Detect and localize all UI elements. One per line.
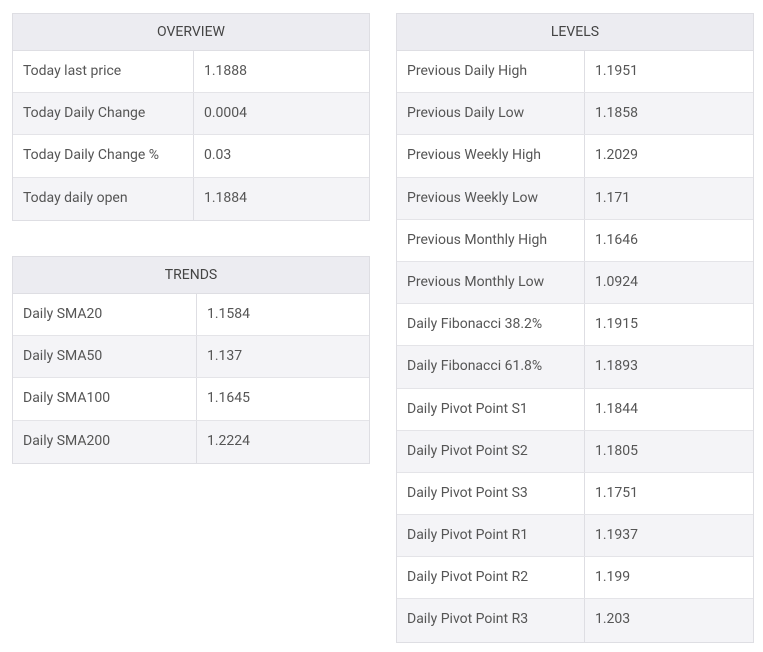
table-row: Previous Weekly High 1.2029 — [397, 135, 753, 178]
row-label: Previous Daily High — [397, 51, 585, 93]
levels-table: LEVELS Previous Daily High 1.1951 Previous … — [396, 13, 754, 643]
row-value: 1.1805 — [595, 442, 639, 459]
row-label: Daily Pivot Point S1 — [397, 388, 585, 430]
table-row: Previous Daily Low 1.1858 — [397, 93, 753, 136]
table-row: Previous Weekly Low 1.171 — [397, 177, 753, 220]
table-header: LEVELS — [397, 14, 753, 51]
table-row: Daily Pivot Point R3 1.203 — [397, 599, 753, 642]
table-row: Daily SMA100 1.1645 — [13, 378, 369, 421]
row-label: Today Daily Change — [13, 93, 194, 135]
row-value: 1.2029 — [595, 147, 639, 164]
table-row: Previous Monthly Low 1.0924 — [397, 261, 753, 305]
row-value: 1.2224 — [207, 432, 251, 449]
row-value: 1.137 — [207, 348, 243, 365]
table-row: Daily SMA200 1.2224 — [13, 420, 369, 463]
row-label: Daily Pivot Point R2 — [397, 557, 585, 599]
table-row: Daily Pivot Point S3 1.1751 — [397, 472, 753, 516]
row-label: Daily Pivot Point R3 — [397, 599, 585, 642]
row-value: 1.1751 — [595, 484, 639, 501]
row-value: 1.1884 — [204, 189, 248, 206]
row-label: Daily SMA200 — [13, 420, 197, 463]
row-label: Today daily open — [13, 177, 194, 220]
row-label: Previous Weekly High — [397, 135, 585, 177]
row-label: Daily SMA50 — [13, 336, 197, 378]
row-label: Daily Pivot Point R1 — [397, 515, 585, 557]
table-row: Daily Pivot Point S1 1.1844 — [397, 388, 753, 431]
row-label: Previous Monthly Low — [397, 261, 585, 304]
row-value: 1.1915 — [595, 316, 639, 333]
table-row: Daily Fibonacci 61.8% 1.1893 — [397, 346, 753, 389]
row-label: Daily Fibonacci 61.8% — [397, 346, 585, 388]
row-label: Daily Pivot Point S2 — [397, 430, 585, 472]
row-label: Daily SMA20 — [13, 294, 197, 336]
row-label: Previous Weekly Low — [397, 177, 585, 219]
row-value: 1.0924 — [595, 273, 639, 290]
overview-table: OVERVIEW Today last price 1.1888 Today Dail… — [12, 13, 370, 221]
row-value: 1.1844 — [595, 400, 639, 417]
table-row: Previous Monthly High 1.1646 — [397, 219, 753, 262]
row-value: 1.199 — [595, 569, 631, 586]
row-label: Previous Daily Low — [397, 93, 585, 135]
table-row: Daily SMA20 1.1584 — [13, 294, 369, 337]
row-value: 0.0004 — [204, 105, 248, 122]
table-row: Daily Pivot Point R1 1.1937 — [397, 515, 753, 558]
table-row: Previous Daily High 1.1951 — [397, 51, 753, 94]
row-value: 1.1888 — [204, 63, 248, 79]
row-label: Daily SMA100 — [13, 378, 197, 420]
table-row: Today Daily Change % 0.03 — [13, 135, 369, 178]
trends-table: TRENDS Daily SMA20 1.1584 Daily SMA50 1.137 D… — [12, 256, 370, 464]
row-value: 1.1858 — [595, 105, 639, 122]
row-value: 1.171 — [595, 189, 631, 206]
row-value: 1.1951 — [595, 63, 639, 79]
table-header: OVERVIEW — [13, 14, 369, 51]
row-label: Today Daily Change % — [13, 135, 194, 177]
row-value: 1.1645 — [207, 390, 251, 407]
row-value: 0.03 — [204, 147, 232, 164]
row-value: 1.1584 — [207, 306, 251, 322]
row-value: 1.1646 — [595, 231, 639, 248]
table-row: Today last price 1.1888 — [13, 51, 369, 94]
table-row: Today daily open 1.1884 — [13, 177, 369, 220]
row-value: 1.1893 — [595, 358, 639, 375]
table-row: Daily Fibonacci 38.2% 1.1915 — [397, 304, 753, 347]
table-header: TRENDS — [13, 257, 369, 294]
row-label: Previous Monthly High — [397, 219, 585, 261]
row-label: Today last price — [13, 51, 194, 93]
row-label: Daily Pivot Point S3 — [397, 472, 585, 515]
table-row: Daily SMA50 1.137 — [13, 336, 369, 379]
table-row: Daily Pivot Point R2 1.199 — [397, 557, 753, 600]
row-value: 1.203 — [595, 611, 631, 628]
table-row: Daily Pivot Point S2 1.1805 — [397, 430, 753, 473]
row-label: Daily Fibonacci 38.2% — [397, 304, 585, 346]
table-row: Today Daily Change 0.0004 — [13, 93, 369, 136]
row-value: 1.1937 — [595, 527, 639, 544]
